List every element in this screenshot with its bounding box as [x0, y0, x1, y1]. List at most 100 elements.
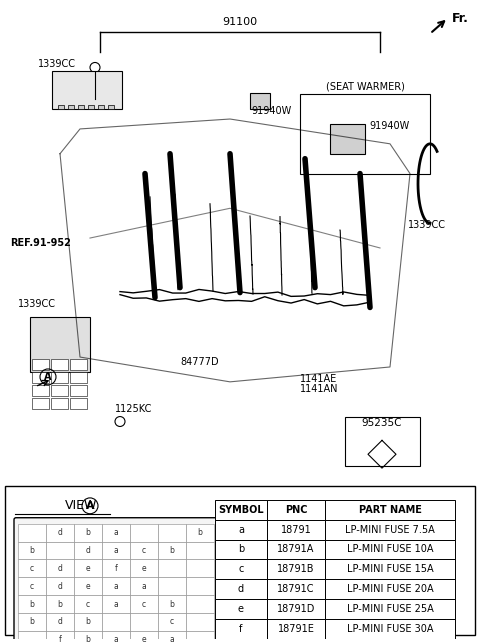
- Text: A: A: [86, 501, 94, 511]
- Bar: [267, 599, 325, 619]
- Text: a: a: [114, 600, 119, 609]
- Bar: [325, 599, 455, 619]
- Text: e: e: [142, 635, 146, 644]
- Bar: [51, 359, 68, 370]
- Bar: [186, 560, 214, 577]
- Text: A: A: [44, 372, 52, 382]
- Bar: [267, 520, 325, 540]
- Bar: [30, 317, 90, 372]
- Text: LP-MINI FUSE 30A: LP-MINI FUSE 30A: [347, 624, 433, 634]
- Text: LP-MINI FUSE 7.5A: LP-MINI FUSE 7.5A: [345, 525, 435, 535]
- Text: a: a: [114, 546, 119, 555]
- Text: LP-MINI FUSE 10A: LP-MINI FUSE 10A: [347, 544, 433, 554]
- Text: c: c: [170, 618, 174, 627]
- Bar: [130, 577, 158, 595]
- Text: 18791B: 18791B: [277, 564, 315, 574]
- Bar: [78, 105, 84, 109]
- Bar: [74, 542, 102, 560]
- Text: 91940W: 91940W: [370, 121, 410, 131]
- Bar: [158, 577, 186, 595]
- Text: 18791: 18791: [281, 525, 312, 535]
- Text: a: a: [238, 525, 244, 535]
- Bar: [18, 630, 46, 644]
- Bar: [130, 630, 158, 644]
- Text: c: c: [238, 564, 244, 574]
- Bar: [186, 595, 214, 613]
- Text: PART NAME: PART NAME: [359, 505, 421, 515]
- Text: 18791C: 18791C: [277, 584, 315, 594]
- Bar: [330, 124, 365, 154]
- Bar: [186, 524, 214, 542]
- Bar: [215, 599, 267, 619]
- Bar: [74, 595, 102, 613]
- Text: b: b: [85, 618, 90, 627]
- Text: a: a: [114, 635, 119, 644]
- Bar: [70, 385, 87, 395]
- Bar: [88, 105, 94, 109]
- Text: c: c: [142, 546, 146, 555]
- Bar: [51, 398, 68, 409]
- Bar: [58, 105, 64, 109]
- Text: a: a: [142, 582, 146, 591]
- Text: LP-MINI FUSE 25A: LP-MINI FUSE 25A: [347, 604, 433, 614]
- Bar: [18, 613, 46, 630]
- Text: VIEW: VIEW: [65, 499, 97, 513]
- Bar: [98, 105, 104, 109]
- Bar: [325, 619, 455, 639]
- Bar: [108, 105, 114, 109]
- Bar: [325, 560, 455, 579]
- Text: b: b: [238, 544, 244, 554]
- Bar: [18, 577, 46, 595]
- Bar: [325, 540, 455, 560]
- Text: a: a: [114, 582, 119, 591]
- Bar: [186, 577, 214, 595]
- Bar: [130, 542, 158, 560]
- Bar: [250, 93, 270, 109]
- Bar: [102, 577, 130, 595]
- Text: b: b: [169, 600, 174, 609]
- Bar: [186, 542, 214, 560]
- Bar: [325, 520, 455, 540]
- Text: PNC: PNC: [285, 505, 307, 515]
- Text: f: f: [59, 635, 61, 644]
- Bar: [70, 398, 87, 409]
- FancyBboxPatch shape: [14, 518, 218, 644]
- Bar: [51, 372, 68, 383]
- Text: a: a: [114, 528, 119, 537]
- Text: b: b: [198, 528, 203, 537]
- Bar: [158, 595, 186, 613]
- Text: f: f: [240, 624, 243, 634]
- Bar: [18, 524, 46, 542]
- Bar: [215, 579, 267, 599]
- Text: LP-MINI FUSE 15A: LP-MINI FUSE 15A: [347, 564, 433, 574]
- Bar: [74, 524, 102, 542]
- Text: d: d: [85, 546, 90, 555]
- Bar: [325, 500, 455, 520]
- Bar: [130, 524, 158, 542]
- Bar: [267, 560, 325, 579]
- Bar: [46, 630, 74, 644]
- Text: (SEAT WARMER): (SEAT WARMER): [325, 81, 405, 91]
- Text: 1339CC: 1339CC: [18, 299, 56, 310]
- Text: LP-MINI FUSE 20A: LP-MINI FUSE 20A: [347, 584, 433, 594]
- Bar: [102, 524, 130, 542]
- FancyBboxPatch shape: [52, 71, 122, 109]
- Text: c: c: [30, 582, 34, 591]
- Text: e: e: [142, 564, 146, 573]
- Bar: [215, 560, 267, 579]
- Bar: [68, 105, 74, 109]
- Bar: [102, 630, 130, 644]
- Text: SYMBOL: SYMBOL: [218, 505, 264, 515]
- Bar: [158, 542, 186, 560]
- Bar: [18, 542, 46, 560]
- Text: REF.91-952: REF.91-952: [10, 238, 71, 248]
- Text: 18791A: 18791A: [277, 544, 315, 554]
- Text: 1141AE: 1141AE: [300, 374, 337, 384]
- Bar: [46, 524, 74, 542]
- Text: b: b: [85, 635, 90, 644]
- Bar: [32, 385, 49, 395]
- Bar: [215, 500, 267, 520]
- Bar: [51, 385, 68, 395]
- Text: 1339CC: 1339CC: [408, 220, 446, 230]
- Bar: [46, 613, 74, 630]
